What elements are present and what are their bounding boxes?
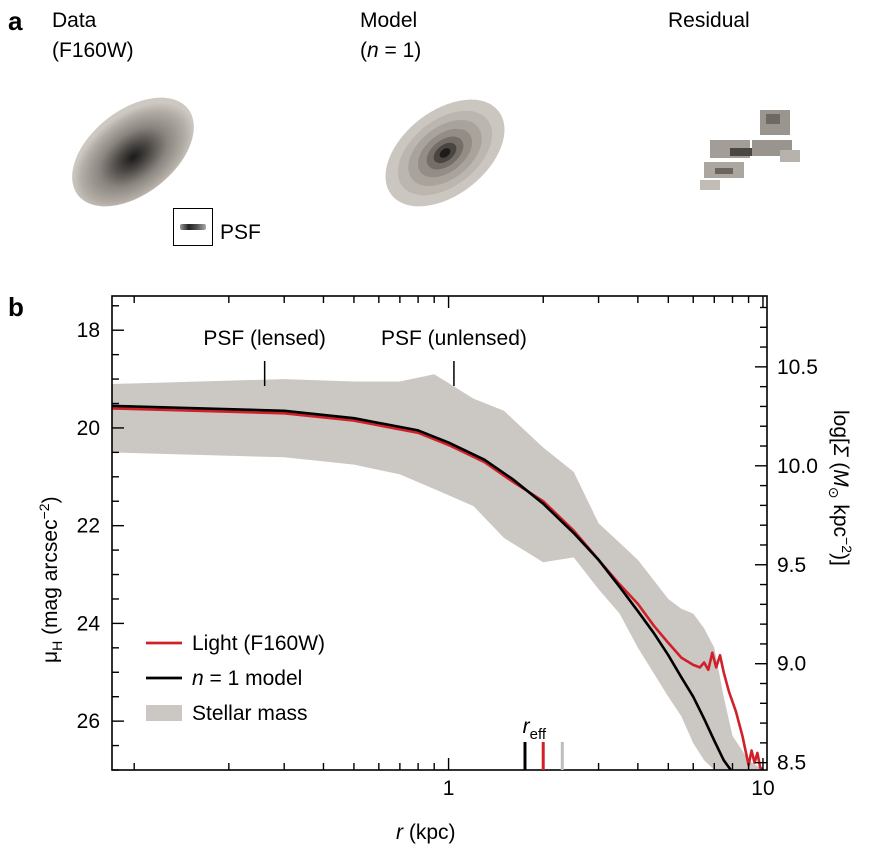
y-right-tick-label: 8.5 — [777, 752, 806, 775]
y-tick-label: 20 — [77, 417, 100, 440]
annotation-label: PSF (lensed) — [203, 327, 326, 350]
psf-label: PSF — [220, 221, 261, 244]
x-tick-label: 1 — [443, 777, 455, 800]
column-label-data-1: Data — [52, 9, 97, 32]
y-tick-label: 22 — [77, 515, 100, 538]
reff-label: reff — [523, 715, 547, 743]
y-right-tick-label: 9.0 — [777, 653, 806, 676]
legend-stellar-mass-swatch — [146, 705, 182, 721]
y-right-tick-label: 9.5 — [777, 554, 806, 577]
legend-light-label: Light (F160W) — [192, 632, 325, 655]
data-galaxy-image — [72, 97, 194, 207]
column-label-residual: Residual — [668, 9, 750, 32]
legend-stellar-mass-label: Stellar mass — [192, 702, 308, 725]
psf-image — [180, 224, 206, 230]
x-tick-label: 10 — [751, 777, 774, 800]
plot-frame — [111, 295, 768, 771]
y-right-tick-label: 10.5 — [777, 356, 818, 379]
y-tick-label: 18 — [77, 319, 100, 342]
column-label-model-1: Model — [360, 9, 418, 32]
y-axis-label-right: log[Σ (M⊙ kpc−2)] — [825, 410, 855, 566]
y-tick-label: 26 — [77, 710, 100, 733]
y-axis-label-left: μH (mag arcsec−2) — [36, 496, 66, 663]
model-line — [112, 404, 732, 770]
legend-model-label: n = 1 model — [192, 667, 302, 690]
y-right-tick-label: 10.0 — [777, 455, 818, 478]
psf-inset — [173, 208, 213, 246]
panel-b-letter: b — [8, 292, 24, 322]
y-tick-label: 24 — [77, 612, 101, 635]
model-galaxy-image — [385, 99, 505, 207]
stellar-mass-band — [112, 374, 763, 770]
annotation-label: PSF (unlensed) — [381, 327, 527, 350]
column-label-model-2: (n = 1) — [360, 39, 422, 62]
residual-image — [700, 110, 800, 190]
light-line — [112, 407, 764, 770]
panel-a-letter: a — [8, 6, 23, 36]
column-label-data-2: (F160W) — [52, 39, 134, 62]
x-axis-label: r (kpc) — [396, 821, 456, 844]
